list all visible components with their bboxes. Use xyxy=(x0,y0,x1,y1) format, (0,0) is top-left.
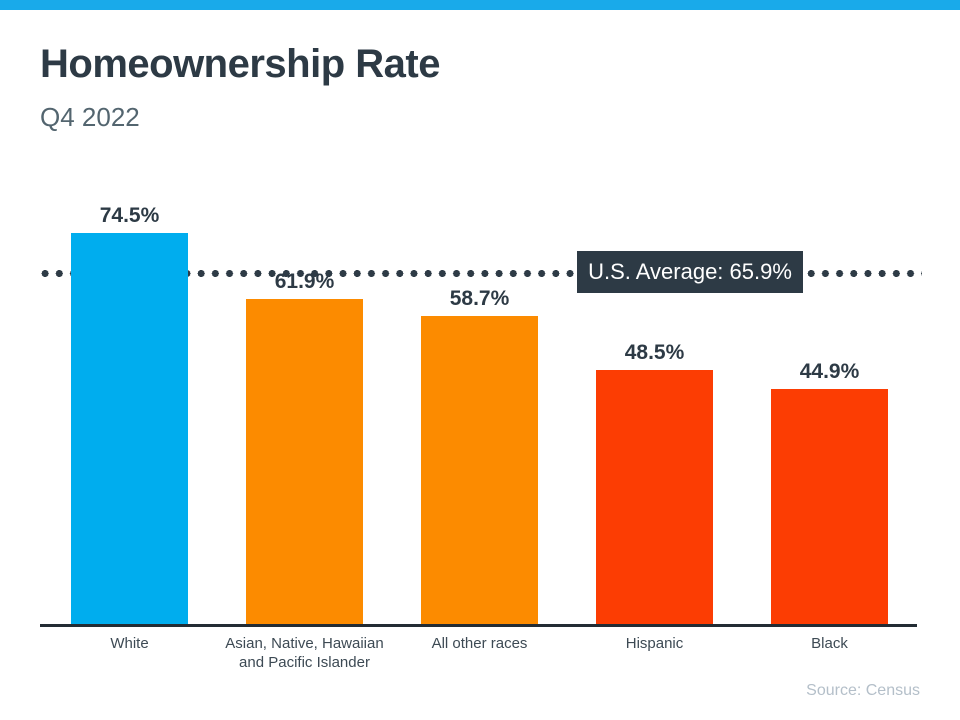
bar-value-label-0: 74.5% xyxy=(99,204,160,227)
top-accent-bar xyxy=(0,0,960,10)
bar-1 xyxy=(246,299,363,625)
chart-subtitle: Q4 2022 xyxy=(40,102,140,132)
bar-2 xyxy=(421,316,538,625)
category-label-4: Black xyxy=(811,635,848,652)
us-average-label: U.S. Average: 65.9% xyxy=(588,259,792,284)
bar-value-label-3: 48.5% xyxy=(624,341,685,364)
bar-3 xyxy=(596,370,713,625)
us-average-dotted-line xyxy=(38,270,922,277)
bar-value-label-1: 61.9% xyxy=(274,270,335,293)
category-label-0: White xyxy=(110,635,149,652)
source-note: Source: Census xyxy=(806,682,920,699)
category-label-2: All other races xyxy=(431,635,528,652)
bar-value-label-4: 44.9% xyxy=(799,360,860,383)
us-average-label-box: U.S. Average: 65.9% xyxy=(577,251,803,293)
chart-title: Homeownership Rate xyxy=(40,42,440,86)
x-axis-line xyxy=(40,624,917,627)
category-label-3: Hispanic xyxy=(625,635,684,652)
bar-4 xyxy=(771,389,888,625)
bar-0 xyxy=(71,233,188,625)
bar-value-label-2: 58.7% xyxy=(449,287,510,310)
category-label-1: Asian, Native, Hawaiian and Pacific Isla… xyxy=(225,635,384,671)
